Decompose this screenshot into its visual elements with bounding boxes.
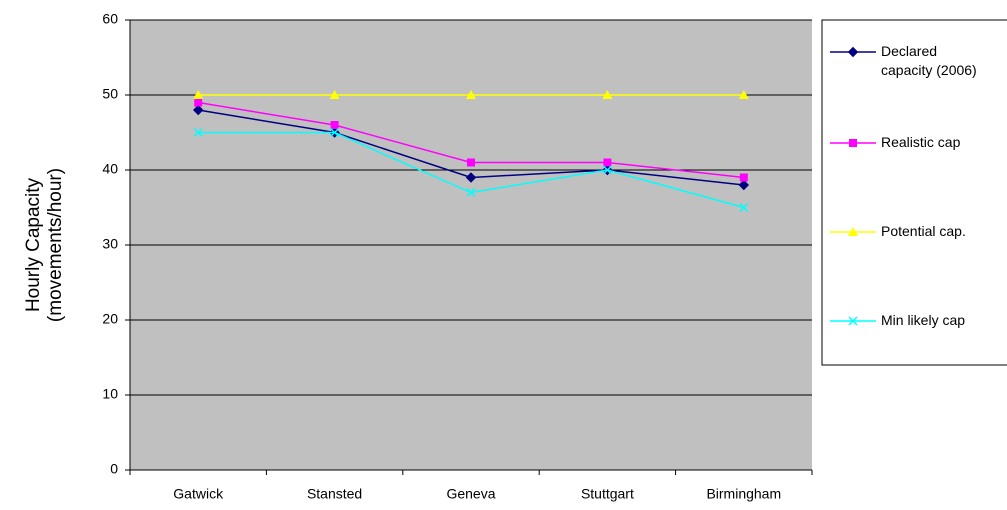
y-tick-label: 60 [102,11,118,27]
y-axis-label: Hourly Capacity(movements/hour) [23,168,66,322]
x-tick-label: Stansted [307,486,362,502]
marker [192,104,204,116]
marker [849,139,857,147]
legend-label: Declared capacity (2006) [881,43,977,78]
y-tick-label: 30 [102,236,118,252]
x-tick-label: Gatwick [173,486,224,502]
marker [466,90,476,99]
marker [467,158,475,167]
marker [602,165,612,175]
marker [738,179,750,191]
marker [738,90,749,99]
x-tick-label: Stuttgart [581,486,634,502]
legend-label: Potential cap. [881,223,966,239]
y-tick-label: 0 [110,461,118,477]
y-axis-label-line: (movements/hour) [45,168,66,322]
marker [848,316,858,326]
marker [330,127,340,138]
marker [329,90,340,99]
marker [193,90,204,99]
marker [847,46,859,58]
marker [193,127,203,138]
y-tick-label: 40 [102,161,118,177]
y-tick-label: 20 [102,311,118,327]
marker [194,98,203,107]
marker [848,227,858,236]
y-axis-label-line: Hourly Capacity [23,177,44,312]
legend-label: Min likely cap [881,312,966,328]
x-tick-label: Birmingham [706,486,781,502]
marker [465,172,477,183]
marker [466,187,476,198]
marker [739,173,748,182]
marker [603,158,612,167]
legend-label: Realistic cap [881,134,961,150]
y-tick-label: 10 [102,386,118,402]
y-tick-label: 50 [102,86,118,102]
marker [602,90,613,99]
x-tick-label: Geneva [446,486,495,502]
legend-box [821,19,1007,366]
marker [330,121,339,129]
marker [739,202,749,213]
